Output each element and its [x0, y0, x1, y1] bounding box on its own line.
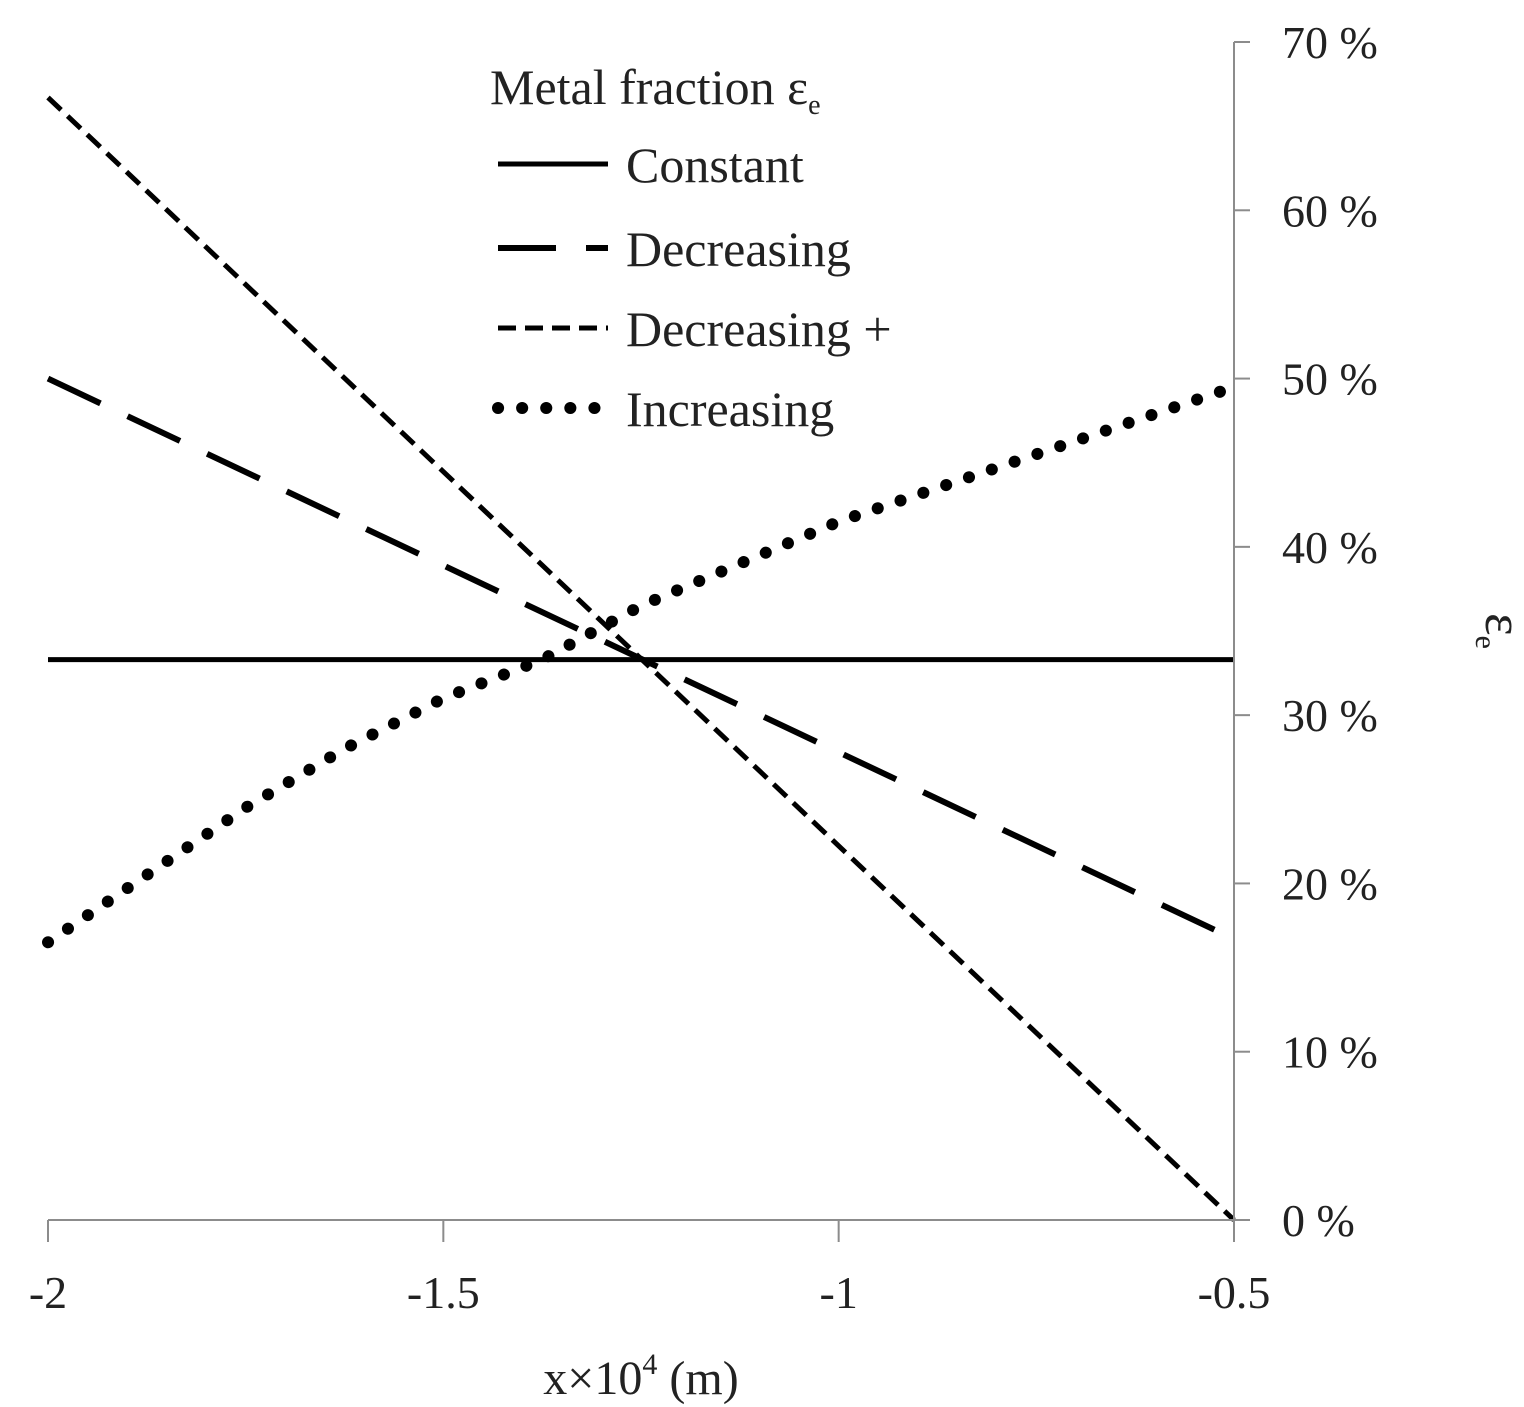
x-tick-label: -2: [29, 1267, 67, 1318]
y-tick-label: 10 %: [1282, 1027, 1378, 1078]
y-tick-label: 30 %: [1282, 690, 1378, 741]
x-tick-label: -0.5: [1198, 1267, 1271, 1318]
legend-label-2: Decreasing +: [626, 301, 892, 357]
y-tick-label: 40 %: [1282, 522, 1378, 573]
series-layer: [42, 95, 1240, 1222]
x-axis-title-superscript: 4: [642, 1348, 657, 1381]
legend-label-1: Decreasing: [626, 221, 851, 277]
legend-label-3: Increasing: [626, 381, 834, 437]
y-axis-title: εe: [1469, 613, 1524, 649]
legend: Metal fraction εe Constant Decreasing Decr…: [490, 59, 892, 437]
y-tick-label: 60 %: [1282, 185, 1378, 236]
legend-title-subscript: e: [808, 90, 820, 121]
x-axis-title: x×104 (m): [543, 1348, 738, 1405]
x-tick-label: -1.5: [407, 1267, 480, 1318]
axes-layer: [48, 42, 1235, 1221]
series-line-3: [42, 381, 1240, 949]
legend-title-text: Metal fraction ε: [490, 59, 808, 115]
y-tick-label: 0 %: [1282, 1195, 1355, 1246]
x-axis-title-unit: (m): [657, 1352, 738, 1405]
y-tick-label: 70 %: [1282, 17, 1378, 68]
y-axis-title-subscript: e: [1469, 636, 1502, 649]
x-axis-title-base: x×10: [543, 1352, 642, 1405]
y-axis-title-symbol: ε: [1474, 613, 1524, 636]
y-tick-label: 20 %: [1282, 858, 1378, 909]
x-tick-label: -1: [820, 1267, 858, 1318]
legend-label-0: Constant: [626, 137, 804, 193]
series-line-2: [46, 95, 1236, 1222]
ticks-layer: -2 -1.5 -1 -0.50 % 10 % 20 % 30 % 40 % 50 % 60 % 7…: [29, 17, 1378, 1318]
legend-title: Metal fraction εe: [490, 59, 821, 121]
y-tick-label: 50 %: [1282, 354, 1378, 405]
